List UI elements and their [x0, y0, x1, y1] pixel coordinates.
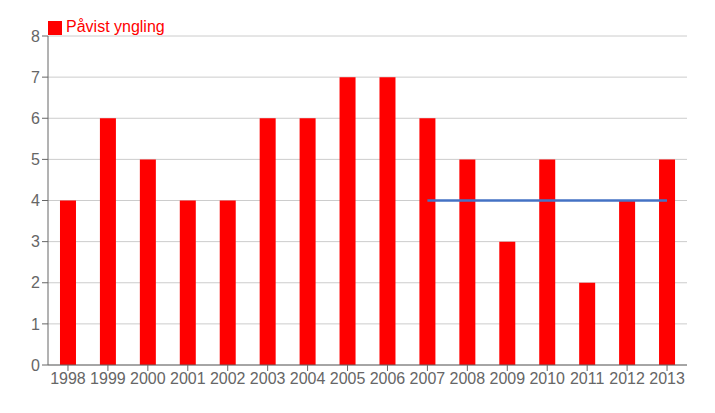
svg-text:1998: 1998: [50, 370, 86, 387]
svg-text:2: 2: [31, 274, 40, 291]
svg-text:0: 0: [31, 357, 40, 374]
svg-text:2013: 2013: [649, 370, 685, 387]
html-text:Påvist yngling: Påvist yngling: [66, 18, 165, 35]
svg-text:2011: 2011: [570, 370, 605, 387]
svg-text:2005: 2005: [330, 370, 366, 387]
svg-text:2006: 2006: [370, 370, 406, 387]
svg-text:2000: 2000: [130, 370, 166, 387]
svg-text:2008: 2008: [450, 370, 486, 387]
svg-text:2009: 2009: [489, 370, 525, 387]
svg-text:2012: 2012: [609, 370, 645, 387]
svg-text:1999: 1999: [90, 370, 126, 387]
svg-text:2001: 2001: [170, 370, 206, 387]
svg-text:2007: 2007: [410, 370, 446, 387]
svg-text:4: 4: [31, 192, 40, 209]
svg-text:6: 6: [31, 110, 40, 127]
svg-text:2002: 2002: [210, 370, 246, 387]
svg-text:2004: 2004: [290, 370, 326, 387]
svg-text:2003: 2003: [250, 370, 286, 387]
svg-text:3: 3: [31, 233, 40, 250]
svg-text:1: 1: [31, 316, 40, 333]
svg-text:8: 8: [31, 28, 40, 45]
svg-text:5: 5: [31, 151, 40, 168]
svg-text:2010: 2010: [529, 370, 565, 387]
svg-text:7: 7: [31, 69, 40, 86]
